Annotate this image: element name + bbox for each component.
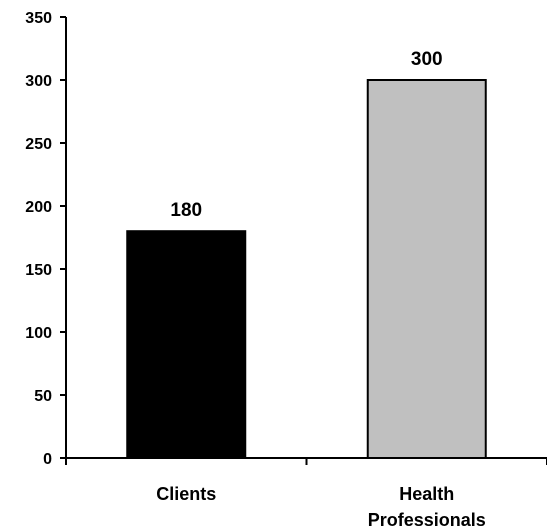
- data-label-1: 300: [411, 49, 443, 70]
- data-label-0: 180: [170, 200, 202, 221]
- y-tick-label: 100: [25, 325, 52, 342]
- y-tick-label: 200: [25, 199, 52, 216]
- y-tick-label: 250: [25, 136, 52, 153]
- bar-1: [366, 79, 487, 459]
- y-tick-label: 50: [34, 388, 52, 405]
- y-tick-label: 0: [43, 451, 52, 468]
- x-axis: [65, 457, 547, 465]
- y-axis: 0 50 100 150 200 250 300 350: [25, 10, 67, 468]
- y-tick-label: 350: [25, 10, 52, 27]
- y-tick-label: 150: [25, 262, 52, 279]
- bars: [126, 79, 487, 459]
- category-labels: Clients Health Professionals: [156, 484, 486, 530]
- bar-0: [126, 230, 247, 459]
- y-tick-label: 300: [25, 73, 52, 90]
- category-label-1: Professionals: [368, 510, 486, 530]
- data-labels: 180 300: [170, 49, 442, 221]
- category-label-0: Clients: [156, 484, 216, 504]
- category-label-1: Health: [399, 484, 454, 504]
